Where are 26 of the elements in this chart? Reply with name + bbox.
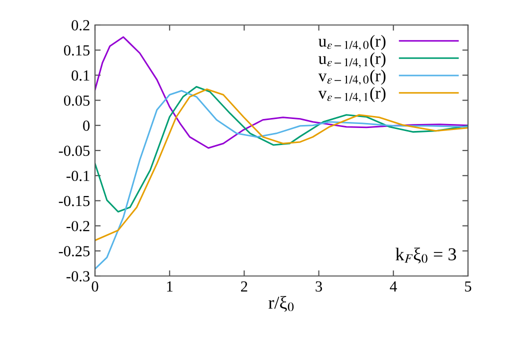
x-tick-label: 0 bbox=[92, 281, 98, 292]
legend-label: u$_{ε−1/4,0}$(r) bbox=[318, 35, 386, 50]
y-tick-label: 0.2 bbox=[72, 20, 90, 31]
line-series bbox=[95, 88, 468, 242]
y-tick-label: -0.25 bbox=[58, 246, 90, 256]
y-tick-label: 0.15 bbox=[64, 45, 90, 56]
y-tick-label: -0.1 bbox=[66, 170, 90, 182]
x-tick-label: 4 bbox=[390, 281, 397, 292]
x-tick-label: 2 bbox=[241, 281, 248, 292]
x-tick-label: 3 bbox=[316, 281, 322, 292]
y-tick-label: -0.3 bbox=[66, 271, 90, 282]
y-tick-label: -0.05 bbox=[58, 146, 90, 156]
y-tick-label: -0.2 bbox=[66, 220, 90, 232]
x-tick-label: 5 bbox=[465, 281, 472, 292]
annotation: k$_{F}$ξ$_{0}$ = 3 bbox=[396, 248, 456, 264]
y-tick-label: 0 bbox=[83, 120, 90, 131]
y-tick-label: -0.15 bbox=[58, 196, 90, 206]
line-series bbox=[95, 86, 468, 213]
line-series bbox=[95, 36, 468, 149]
y-tick-label: 0.05 bbox=[64, 95, 90, 106]
x-axis-title: r/ξ$_{0}$ bbox=[268, 296, 294, 312]
legend-label: u$_{ε−1/4,1}$(r) bbox=[318, 52, 386, 68]
legend-label: v$_{ε−1/4,1}$(r) bbox=[318, 87, 386, 102]
x-tick-label: 1 bbox=[167, 281, 173, 292]
y-tick-label: 0.1 bbox=[72, 70, 90, 81]
legend-label: v$_{ε−1/4,0}$(r) bbox=[318, 70, 386, 86]
